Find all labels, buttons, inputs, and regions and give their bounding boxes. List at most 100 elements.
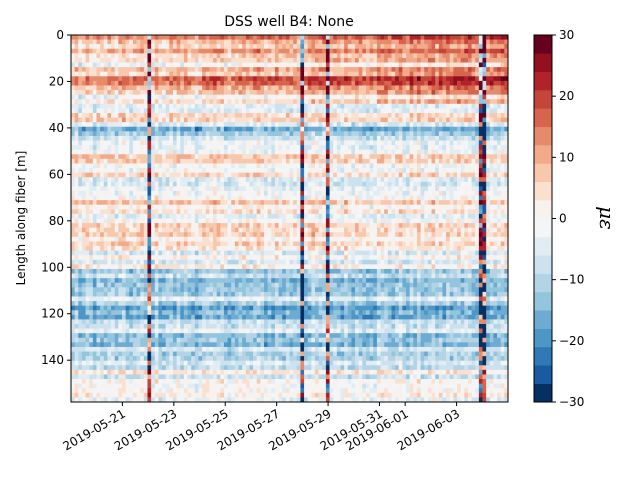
heatmap-cell <box>256 172 261 178</box>
heatmap-cell <box>143 108 148 114</box>
heatmap-cell <box>92 76 97 82</box>
heatmap-cell <box>453 154 458 160</box>
heatmap-cell <box>333 204 338 210</box>
heatmap-cell <box>183 71 188 77</box>
heatmap-cell <box>482 44 487 50</box>
heatmap-cell <box>89 158 94 164</box>
heatmap-cell <box>234 76 239 82</box>
heatmap-cell <box>213 158 218 164</box>
heatmap-cell <box>376 200 381 206</box>
heatmap-cell <box>260 140 265 146</box>
heatmap-cell <box>154 76 159 82</box>
heatmap-cell <box>271 186 276 192</box>
heatmap-cell <box>194 213 199 219</box>
heatmap-cell <box>209 108 214 114</box>
heatmap-cell <box>449 35 454 40</box>
heatmap-cell <box>427 163 432 169</box>
heatmap-cell <box>234 149 239 155</box>
heatmap-cell <box>322 154 327 160</box>
heatmap-cell <box>336 44 341 50</box>
heatmap-cell <box>478 85 483 91</box>
heatmap-cell <box>365 209 371 215</box>
heatmap-cell <box>344 76 349 82</box>
heatmap-cell <box>416 140 421 146</box>
heatmap-cell <box>220 218 225 224</box>
heatmap-cell <box>329 190 334 196</box>
heatmap-cell <box>293 177 298 183</box>
heatmap-cell <box>132 186 137 192</box>
heatmap-cell <box>231 112 236 118</box>
heatmap-cell <box>478 218 483 224</box>
heatmap-cell <box>380 53 385 59</box>
heatmap-cell <box>475 204 480 210</box>
heatmap-cell <box>176 204 181 210</box>
heatmap-cell <box>209 90 214 96</box>
heatmap-cell <box>74 145 79 151</box>
heatmap-cell <box>143 67 148 73</box>
heatmap-cell <box>242 154 247 160</box>
heatmap-cell <box>478 177 483 183</box>
heatmap-cell <box>318 149 323 155</box>
heatmap-cell <box>125 209 130 215</box>
heatmap-cell <box>391 44 396 50</box>
heatmap-cell <box>482 186 487 192</box>
heatmap-cell <box>198 35 203 40</box>
heatmap-cell <box>154 53 159 59</box>
heatmap-cell <box>402 57 407 63</box>
heatmap-cell <box>358 126 363 132</box>
heatmap-cell <box>358 140 363 146</box>
heatmap-cell <box>285 177 290 183</box>
heatmap-cell <box>409 131 414 137</box>
heatmap-cell <box>380 99 385 105</box>
heatmap-cell <box>282 76 287 82</box>
heatmap-cell <box>289 158 294 164</box>
heatmap-cell <box>387 195 392 201</box>
heatmap-cell <box>74 195 79 201</box>
heatmap-cell <box>504 186 509 192</box>
heatmap-cell <box>100 71 105 77</box>
heatmap-cell <box>267 108 272 114</box>
heatmap-cell <box>81 57 86 63</box>
heatmap-cell <box>376 131 381 137</box>
heatmap-cell <box>256 177 261 183</box>
heatmap-cell <box>162 62 167 68</box>
heatmap-cell <box>194 85 199 91</box>
heatmap-cell <box>471 103 476 109</box>
heatmap-cell <box>264 200 269 206</box>
heatmap-cell <box>340 103 345 109</box>
heatmap-cell <box>431 94 436 100</box>
heatmap-cell <box>384 145 389 151</box>
heatmap-cell <box>365 39 371 45</box>
heatmap-cell <box>111 103 116 109</box>
heatmap-cell <box>300 172 305 178</box>
heatmap-cell <box>424 103 429 109</box>
heatmap-cell <box>180 190 185 196</box>
heatmap-cell <box>165 57 170 63</box>
heatmap-cell <box>194 99 199 105</box>
heatmap-cell <box>114 172 119 178</box>
heatmap-cell <box>89 67 94 73</box>
heatmap-cell <box>373 90 378 96</box>
heatmap-cell <box>365 44 371 50</box>
heatmap-cell <box>504 122 509 128</box>
heatmap-cell <box>81 140 86 146</box>
heatmap-cell <box>274 145 279 151</box>
heatmap-cell <box>307 126 312 132</box>
heatmap-cell <box>169 44 174 50</box>
heatmap-cell <box>256 200 261 206</box>
heatmap-cell <box>209 112 214 118</box>
heatmap-cell <box>81 90 86 96</box>
heatmap-cell <box>442 200 447 206</box>
heatmap-cell <box>242 48 247 54</box>
heatmap-cell <box>322 190 327 196</box>
heatmap-cell <box>176 200 181 206</box>
heatmap-cell <box>289 218 294 224</box>
heatmap-cell <box>431 213 436 219</box>
heatmap-cell <box>205 39 210 45</box>
heatmap-cell <box>176 218 181 224</box>
heatmap-cell <box>285 71 290 77</box>
heatmap-cell <box>497 117 502 123</box>
heatmap-cell <box>340 177 345 183</box>
heatmap-cell <box>435 213 440 219</box>
heatmap-cell <box>453 71 458 77</box>
